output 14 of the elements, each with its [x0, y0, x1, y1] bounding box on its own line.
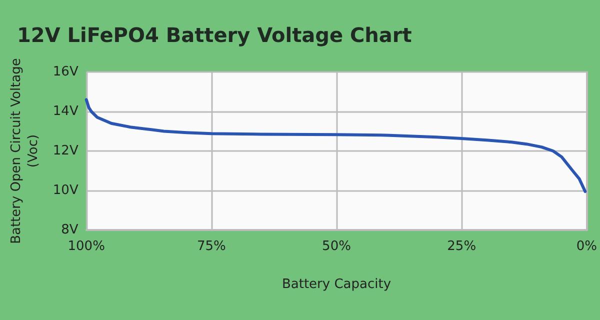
x-tick-label: 100%	[68, 239, 105, 254]
y-tick-label: 16V	[52, 64, 78, 80]
line-series	[84, 98, 587, 193]
y-tick-label: 12V	[52, 144, 78, 158]
x-tick-label: 50%	[322, 239, 351, 254]
x-tick-label: 75%	[196, 239, 226, 254]
y-tick-label: 14V	[52, 104, 78, 119]
chart-title: 12V LiFePO4 Battery Voltage Chart	[17, 23, 412, 47]
x-axis-title: Battery Capacity	[282, 277, 392, 292]
x-tick-label: 0%	[576, 239, 597, 254]
x-tick-label: 25%	[447, 239, 476, 254]
y-axis-title: Battery Open Circuit Voltage (Voc)	[9, 58, 41, 244]
y-tick-label: 10V	[52, 183, 78, 198]
y-tick-label: 8V	[61, 222, 78, 238]
